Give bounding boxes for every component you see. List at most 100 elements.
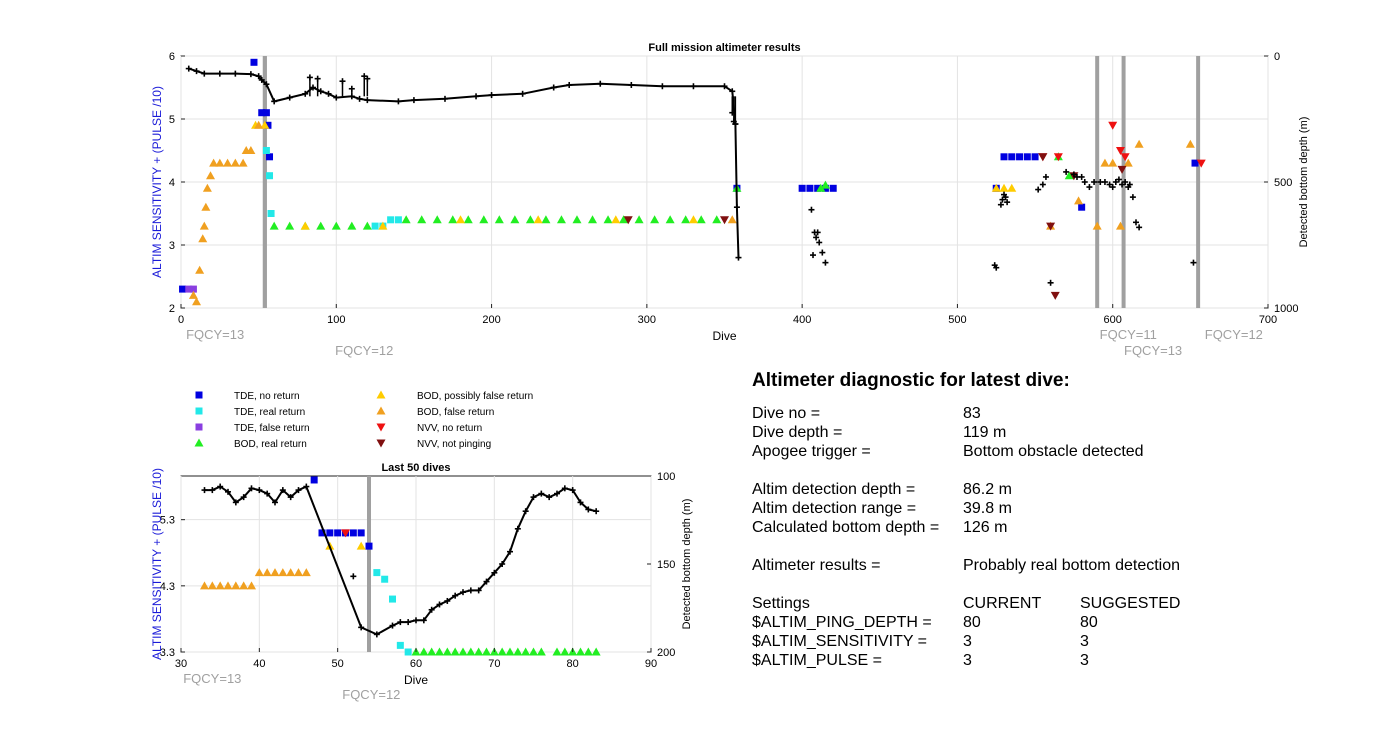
main-point-nvv_no [1120,153,1130,162]
main-point-tde_real [387,216,395,224]
main-ytick-right-label: 1000 [1274,303,1298,315]
last50-point-bod_real [513,647,523,656]
last50-xtick-label: 90 [645,658,657,670]
dive-no-label: Dive no = [752,405,821,422]
last50-xtick-label: 50 [332,658,344,670]
main-point-bod_real [820,180,830,189]
calc-depth-label: Calculated bottom depth = [752,519,940,536]
last50-point-tde_no [318,529,326,537]
main-point-tde_real [266,172,274,180]
main-point-bod_real [619,215,629,224]
main-point-bod_poss [999,183,1009,192]
main-depth-point [729,88,736,95]
settings-current-header: CURRENT [963,595,1042,612]
last50-series-bod_real [411,647,601,656]
settings-suggested-header: SUGGESTED [1080,595,1181,612]
main-depth-point [519,90,526,97]
main-point-tde_no [250,58,258,66]
main-depth-point [247,71,254,78]
last50-depth-series [201,483,600,638]
main-point-bod_real [432,215,442,224]
main-depth-point [1070,171,1077,178]
main-depth-point [1122,179,1129,185]
main-point-bod_poss [456,215,466,224]
main-depth-point [255,73,262,80]
main-point-bod_real [696,215,706,224]
main-depth-point [733,204,740,211]
main-depth-point [1129,194,1136,201]
main-depth-point [258,76,265,83]
main-depth-point [1002,194,1009,201]
main-point-bod_false [192,297,202,306]
main-point-tde_no [1191,159,1199,167]
legend-marker-tde_false [195,423,203,431]
last50-point-tde_real [389,595,396,603]
main-point-tde_no [179,285,187,293]
main-depth-point [1047,279,1054,286]
altim-depth-label: Altim detection depth = [752,481,916,498]
main-depth-point [1119,181,1126,188]
last50-depth-point [295,487,302,494]
main-depth-point [201,70,208,77]
last50-point-tde_no [334,529,342,537]
main-point-nvv_no [1108,121,1118,130]
main-point-bod_false [1115,221,1125,230]
last50-point-bod_real [482,647,491,656]
diagnostic-panel: Altimeter diagnostic for latest dive: Di… [752,370,1180,670]
last50-depth-point [201,487,208,494]
main-series-bod_false [188,120,1195,306]
main-depth-point [659,83,666,90]
main-depth-point [441,95,448,102]
main-point-bod_real [401,215,411,224]
main-point-bod_false [201,202,211,211]
calc-depth-value: 126 m [963,519,1008,536]
sensitivity-label: $ALTIM_SENSITIVITY = [752,633,928,650]
altim-range-label: Altim detection range = [752,500,917,517]
last50-depth-point [373,631,380,638]
main-series-bod_poss [251,120,1017,230]
last50-depth-point [530,494,537,501]
main-point-bod_poss [991,183,1001,192]
apogee-row: Apogee trigger = Bottom obstacle detecte… [752,442,1180,461]
main-depth-point [997,201,1004,208]
sensitivity-suggested: 3 [1080,633,1089,650]
main-point-bod_poss [611,215,621,224]
main-ytick-label: 4 [169,177,175,189]
main-point-bod_real [316,221,326,230]
main-point-bod_false [1134,139,1144,148]
last50-point-bod_false [215,581,225,590]
main-point-bod_real [463,215,473,224]
main-xtick-label: 600 [1104,314,1122,326]
last50-point-bod_real [442,647,452,656]
last50-depth-point [522,508,529,515]
main-point-bod_poss [533,215,543,224]
dive-depth-label: Dive depth = [752,424,843,441]
main-point-tde_no [798,184,806,192]
main-depth-point [232,70,239,77]
main-point-tde_no [806,184,814,192]
main-point-nvv_no [1115,147,1125,155]
last50-depth-point [538,490,545,497]
last50-depth-point [436,601,443,608]
main-ytick-label: 2 [169,303,175,315]
main-point-bod_real [269,221,279,230]
legend-marker-nvv_no [376,423,386,432]
main-depth-point [309,84,316,91]
main-fqcy-label: FQCY=13 [186,327,244,342]
last50-depth-point [287,494,294,501]
last50-depth-point [389,622,396,629]
main-xtick-label: 0 [178,314,184,326]
main-depth-point [1035,186,1042,193]
main-point-bod_real [1064,171,1074,180]
dive-depth-row: Dive depth = 119 m [752,423,1180,442]
last50-point-bod_real [552,647,562,656]
main-depth-point [314,75,321,82]
main-point-nvv_noping [1117,165,1127,174]
last50-depth-point [420,617,427,624]
last50-depth-point [507,548,513,555]
last50-ylabel: ALTIM SENSITIVITY + (PULSE /10) [150,468,164,660]
pulse-label: $ALTIM_PULSE = [752,652,882,669]
altim-range-value: 39.8 m [963,500,1012,517]
last50-point-bod_false [239,581,249,590]
main-depth-point [813,234,820,241]
